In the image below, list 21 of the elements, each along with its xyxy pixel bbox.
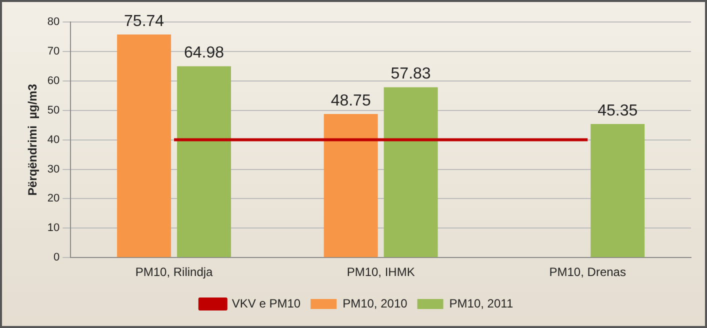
y-tick-label: 40 <box>47 134 60 146</box>
data-label: 45.35 <box>598 102 638 120</box>
y-tick-label: 30 <box>47 163 60 176</box>
legend-label: PM10, 2011 <box>449 296 514 310</box>
y-tick-label: 80 <box>47 16 60 28</box>
y-tick-label: 50 <box>47 104 60 116</box>
data-label: 75.74 <box>124 12 164 30</box>
data-label: 48.75 <box>330 92 371 110</box>
data-label: 64.98 <box>184 44 224 62</box>
y-tick-label: 0 <box>54 252 60 264</box>
x-tick-label: PM10, IHMK <box>346 265 415 280</box>
data-label: 57.83 <box>390 66 431 83</box>
legend-label: PM10, 2010 <box>342 296 408 310</box>
y-tick-label: 70 <box>47 45 60 58</box>
x-tick-label: PM10, Drenas <box>549 265 626 280</box>
x-tick-label: PM10, Rilindja <box>135 265 214 280</box>
y-tick-label: 20 <box>47 192 60 205</box>
y-tick-label: 60 <box>47 74 60 87</box>
legend-label: VKV e PM10 <box>232 296 301 310</box>
y-tick-label: 10 <box>47 222 60 234</box>
y-axis-title: Përqëndrimi µg/m3 <box>26 84 40 196</box>
